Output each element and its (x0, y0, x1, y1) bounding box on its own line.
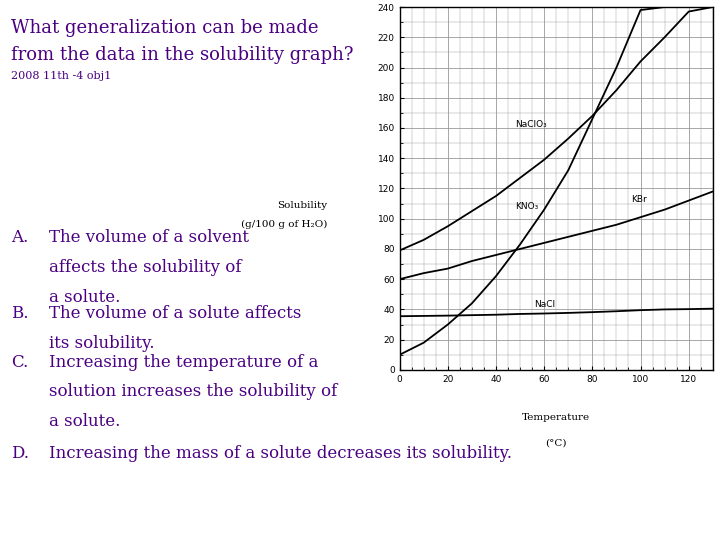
Text: Increasing the mass of a solute decreases its solubility.: Increasing the mass of a solute decrease… (49, 446, 512, 462)
Text: solution increases the solubility of: solution increases the solubility of (49, 383, 337, 400)
Text: Increasing the temperature of a: Increasing the temperature of a (49, 354, 318, 370)
Text: its solubility.: its solubility. (49, 335, 155, 352)
Text: NaClO₃: NaClO₃ (516, 120, 547, 130)
Text: (°C): (°C) (546, 439, 567, 448)
Text: Temperature: Temperature (522, 414, 590, 422)
Text: What generalization can be made: What generalization can be made (11, 19, 318, 37)
Text: affects the solubility of: affects the solubility of (49, 259, 241, 276)
Text: The volume of a solute affects: The volume of a solute affects (49, 305, 302, 322)
Text: C.: C. (11, 354, 28, 370)
Text: 2008 11th -4 obj1: 2008 11th -4 obj1 (11, 71, 111, 82)
Text: NaCl: NaCl (534, 300, 556, 309)
Text: KNO₃: KNO₃ (516, 202, 539, 211)
Text: Solubility: Solubility (277, 201, 328, 210)
Text: KBr: KBr (631, 194, 647, 204)
Text: a solute.: a solute. (49, 413, 120, 430)
Text: a solute.: a solute. (49, 289, 120, 306)
Text: (g/100 g of H₂O): (g/100 g of H₂O) (241, 220, 328, 228)
Text: from the data in the solubility graph?: from the data in the solubility graph? (11, 46, 354, 64)
Text: A.: A. (11, 230, 28, 246)
Text: B.: B. (11, 305, 28, 322)
Text: D.: D. (11, 446, 29, 462)
Text: The volume of a solvent: The volume of a solvent (49, 230, 249, 246)
